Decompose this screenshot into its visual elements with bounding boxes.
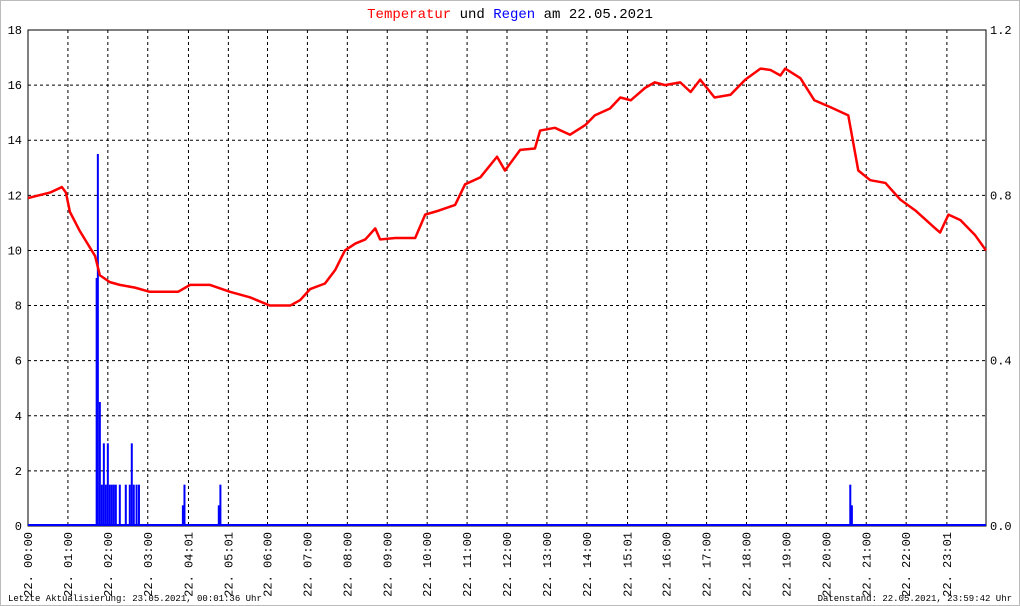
x-tick-label: 22. 08:00 — [341, 532, 355, 597]
rain-bar — [106, 443, 109, 526]
rain-bar — [110, 484, 113, 526]
y2-tick-label: 0.0 — [990, 520, 1012, 534]
x-tick-label: 22. 10:00 — [421, 532, 435, 597]
x-tick-label: 22. 16:00 — [661, 532, 675, 597]
x-tick-label: 22. 04:01 — [182, 532, 196, 597]
x-tick-label: 22. 20:00 — [820, 532, 834, 597]
y-tick-label: 10 — [8, 244, 22, 258]
y2-tick-label: 1.2 — [990, 24, 1012, 38]
title-temp: Temperatur — [367, 7, 451, 23]
x-tick-label: 22. 00:00 — [22, 532, 36, 597]
x-tick-label: 22. 15:01 — [622, 532, 636, 597]
rain-bar — [100, 484, 103, 526]
x-tick-label: 22. 03:00 — [142, 532, 156, 597]
x-tick-label: 22. 17:00 — [701, 532, 715, 597]
x-tick-label: 22. 09:00 — [381, 532, 395, 597]
rain-bar — [114, 484, 117, 526]
rain-bar — [850, 505, 853, 526]
footer-left: Letzte Aktualisierung: 23.05.2021, 00:01… — [8, 594, 262, 604]
x-tick-label: 22. 01:00 — [62, 532, 76, 597]
rain-bar — [112, 484, 115, 526]
footer-right: Datenstand: 22.05.2021, 23:59:42 Uhr — [818, 594, 1012, 604]
y-tick-label: 18 — [8, 24, 22, 38]
rain-bar — [130, 443, 133, 526]
rain-bar — [181, 505, 184, 526]
temperature-line — [27, 67, 988, 307]
y-tick-label: 8 — [15, 300, 22, 314]
x-tick-label: 22. 07:00 — [301, 532, 315, 597]
x-tick-label: 22. 14:00 — [581, 532, 595, 597]
x-tick-label: 22. 22:00 — [900, 532, 914, 597]
y-tick-label: 6 — [15, 355, 22, 369]
rain-bar — [849, 484, 852, 526]
y2-tick-label: 0.4 — [990, 355, 1012, 369]
x-tick-label: 22. 21:00 — [860, 532, 874, 597]
title-rain: Regen — [493, 7, 535, 23]
rain-bar — [219, 484, 222, 526]
x-tick-label: 22. 02:00 — [102, 532, 116, 597]
x-tick-label: 22. 11:00 — [461, 532, 475, 597]
rain-bar — [108, 484, 111, 526]
y-tick-label: 12 — [8, 189, 22, 203]
rain-bar — [183, 484, 186, 526]
rain-bar — [132, 484, 135, 526]
y-tick-label: 4 — [15, 410, 22, 424]
title-part: und — [460, 7, 485, 23]
y-tick-label: 2 — [15, 465, 22, 479]
x-tick-label: 22. 13:00 — [541, 532, 555, 597]
rain-bar — [124, 484, 127, 526]
y2-tick-label: 0.8 — [990, 189, 1012, 203]
rain-bar — [217, 505, 220, 526]
chart-title: Temperatur und Regen am 22.05.2021 — [367, 7, 653, 23]
rain-bar — [96, 154, 99, 526]
rain-bar — [128, 484, 131, 526]
y-tick-label: 14 — [8, 134, 22, 148]
x-tick-label: 22. 06:00 — [262, 532, 276, 597]
title-part: am 22.05.2021 — [544, 7, 653, 23]
rain-bar — [95, 278, 98, 526]
rain-bar — [135, 484, 138, 526]
rain-bar — [137, 484, 140, 526]
rain-bar — [102, 443, 105, 526]
x-tick-label: 22. 12:00 — [501, 532, 515, 597]
x-tick-label: 22. 18:00 — [741, 532, 755, 597]
y-tick-label: 0 — [15, 520, 22, 534]
x-tick-label: 22. 05:01 — [222, 532, 236, 597]
rain-bar — [104, 484, 107, 526]
rain-bar — [118, 484, 121, 526]
y-tick-label: 16 — [8, 79, 22, 93]
rain-bar — [98, 402, 101, 526]
x-tick-label: 22. 23:01 — [941, 532, 955, 597]
x-tick-label: 22. 19:00 — [780, 532, 794, 597]
